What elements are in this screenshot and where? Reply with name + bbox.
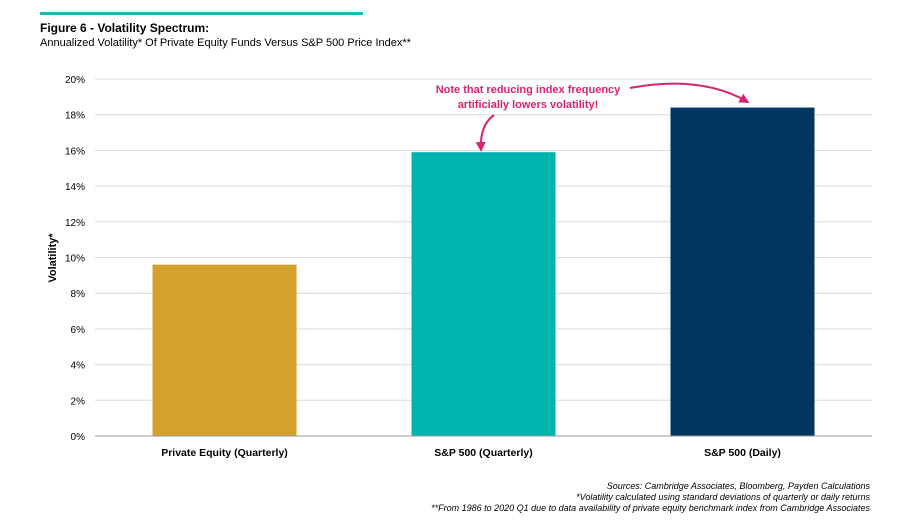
y-tick-label: 6%: [71, 325, 86, 336]
x-category-label: S&P 500 (Quarterly): [434, 447, 532, 459]
y-tick-label: 4%: [71, 361, 86, 372]
y-tick-label: 18%: [65, 111, 85, 122]
source-notes: Sources: Cambridge Associates, Bloomberg…: [230, 481, 870, 514]
y-tick-label: 20%: [65, 75, 85, 86]
footnote-volatility: *Volatility calculated using standard de…: [576, 492, 870, 502]
figure-subtitle: Annualized Volatility* Of Private Equity…: [40, 37, 411, 49]
annotation: Note that reducing index frequency artif…: [436, 82, 750, 152]
y-tick-label: 8%: [71, 289, 86, 300]
annotation-line-1: Note that reducing index frequency: [436, 84, 621, 96]
x-category-label: Private Equity (Quarterly): [161, 447, 288, 459]
y-tick-label: 2%: [71, 396, 86, 407]
bar: [152, 264, 297, 436]
y-tick-label: 0%: [71, 432, 86, 443]
footnote-period: **From 1986 to 2020 Q1 due to data avail…: [431, 503, 870, 513]
y-tick-label: 14%: [65, 182, 85, 193]
annotation-arrow-left: [475, 114, 495, 152]
figure-title: Figure 6 - Volatility Spectrum:: [40, 21, 210, 35]
y-tick-label: 12%: [65, 218, 85, 229]
annotation-arrow-right: [629, 82, 750, 103]
bar: [670, 107, 815, 436]
annotation-line-2: artificially lowers volatility!: [458, 99, 599, 111]
bar: [411, 152, 556, 436]
sources-line: Sources: Cambridge Associates, Bloomberg…: [606, 481, 870, 491]
header-accent-rule: [40, 12, 363, 15]
x-category-label: S&P 500 (Daily): [704, 447, 781, 459]
y-tick-label: 10%: [65, 254, 85, 265]
y-tick-label: 16%: [65, 146, 85, 157]
y-axis-label: Volatility*: [47, 233, 59, 283]
